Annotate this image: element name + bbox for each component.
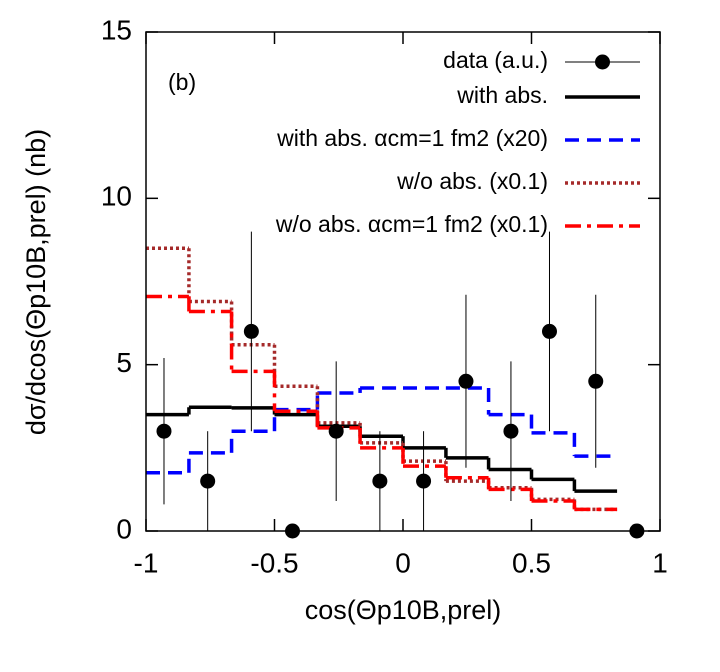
data-point: [156, 423, 172, 439]
y-tick-label: 10: [101, 181, 132, 212]
x-tick-label: -1: [134, 547, 159, 578]
panel-label: (b): [168, 69, 196, 95]
y-tick-label: 5: [116, 347, 132, 378]
x-tick-label: -0.5: [250, 547, 298, 578]
data-point: [200, 473, 216, 489]
plot-frame: [145, 31, 661, 532]
y-axis-label: dσ/dcos(Θp10B,prel) (nb): [21, 129, 51, 435]
legend-label: w/o abs. αcm=1 fm2 (x0.1): [275, 211, 548, 237]
legend-label: with abs. αcm=1 fm2 (x20): [276, 125, 548, 151]
x-tick-label: 0: [395, 547, 411, 578]
data-point: [243, 323, 259, 339]
y-tick-label: 15: [101, 14, 132, 45]
x-axis-label: cos(Θp10B,prel): [305, 595, 502, 625]
data-point: [372, 473, 388, 489]
data-point: [416, 473, 432, 489]
x-tick-label: 0.5: [512, 547, 551, 578]
x-tick-label: 1: [652, 547, 668, 578]
data-point: [458, 373, 474, 389]
y-tick-label: 0: [116, 513, 132, 544]
legend-label: w/o abs. (x0.1): [396, 168, 548, 194]
data-point: [588, 373, 604, 389]
legend-label: data (a.u.): [443, 47, 548, 73]
legend-label: with abs.: [456, 82, 548, 108]
data-point: [503, 423, 519, 439]
data-point: [328, 423, 344, 439]
legend-swatch: [595, 54, 610, 70]
data-point: [541, 323, 557, 339]
